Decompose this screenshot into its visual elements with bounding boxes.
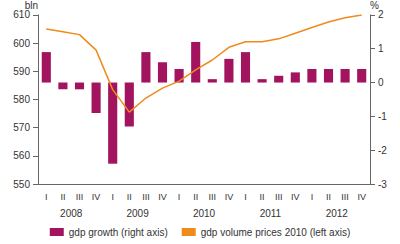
- svg-text:1: 1: [378, 43, 384, 54]
- svg-text:III: III: [209, 192, 217, 202]
- svg-text:570: 570: [13, 122, 30, 133]
- svg-text:-2: -2: [378, 145, 387, 156]
- svg-text:590: 590: [13, 66, 30, 77]
- svg-text:gdp growth (right axis): gdp growth (right axis): [69, 227, 168, 238]
- svg-text:560: 560: [13, 150, 30, 161]
- svg-text:III: III: [76, 192, 84, 202]
- svg-text:2009: 2009: [126, 208, 149, 219]
- svg-text:600: 600: [13, 38, 30, 49]
- svg-text:0: 0: [378, 77, 384, 88]
- svg-text:-1: -1: [378, 111, 387, 122]
- svg-text:I: I: [111, 192, 114, 202]
- svg-text:2010: 2010: [193, 208, 216, 219]
- svg-text:III: III: [142, 192, 150, 202]
- svg-text:II: II: [60, 192, 65, 202]
- svg-text:I: I: [311, 192, 314, 202]
- svg-text:I: I: [45, 192, 48, 202]
- svg-text:-3: -3: [378, 179, 387, 190]
- svg-text:II: II: [127, 192, 132, 202]
- svg-text:III: III: [341, 192, 349, 202]
- svg-text:II: II: [326, 192, 331, 202]
- svg-text:II: II: [193, 192, 198, 202]
- svg-text:III: III: [275, 192, 283, 202]
- svg-text:550: 550: [13, 179, 30, 190]
- svg-text:2012: 2012: [326, 208, 349, 219]
- svg-text:IV: IV: [225, 192, 234, 202]
- svg-text:580: 580: [13, 94, 30, 105]
- svg-text:IV: IV: [291, 192, 300, 202]
- svg-text:2008: 2008: [60, 208, 83, 219]
- svg-text:2: 2: [378, 9, 384, 20]
- svg-text:610: 610: [13, 9, 30, 20]
- svg-text:II: II: [260, 192, 265, 202]
- svg-text:I: I: [178, 192, 181, 202]
- svg-text:gdp volume prices 2010 (left a: gdp volume prices 2010 (left axis): [201, 227, 351, 238]
- svg-text:IV: IV: [92, 192, 101, 202]
- svg-text:IV: IV: [158, 192, 167, 202]
- svg-text:I: I: [244, 192, 247, 202]
- svg-text:IV: IV: [357, 192, 366, 202]
- svg-text:2011: 2011: [260, 208, 282, 219]
